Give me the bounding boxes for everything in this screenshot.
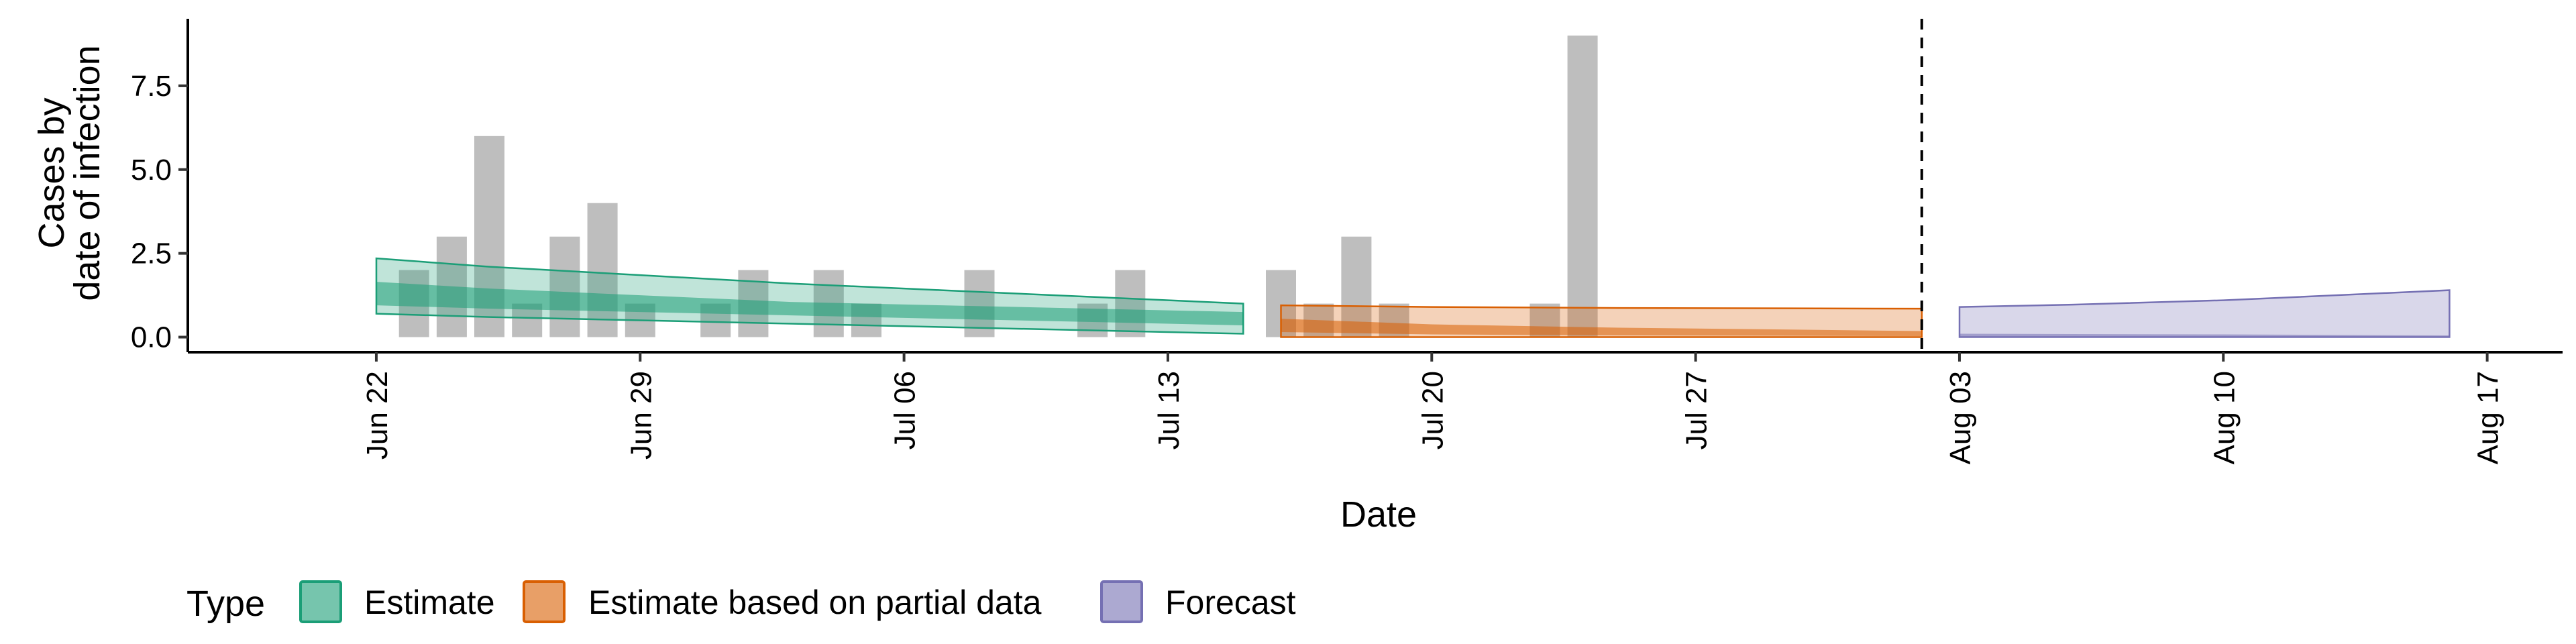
ribbon-inner-estimate (376, 282, 1244, 325)
case-bar-2020-07-18 (1341, 236, 1372, 337)
case-bar-2020-06-28 (587, 203, 618, 337)
case-bar-2020-07-08 (964, 270, 995, 337)
legend-title: Type (186, 584, 265, 624)
x-tick-label-4: Jul 20 (1416, 371, 1449, 449)
case-bar-2020-07-12 (1115, 270, 1146, 337)
ribbon-inner-estimate-based-on-partial-data (1281, 319, 1922, 336)
y-tick-label-0: 0.0 (131, 321, 172, 354)
x-axis-title: Date (1340, 494, 1417, 535)
y-axis-title-line-2-text: date of infection (67, 45, 107, 301)
chart-axes (186, 19, 2563, 354)
y-tick-label-3: 7.5 (131, 70, 172, 103)
ribbon-inner-forecast (1960, 333, 2450, 337)
y-axis-title-group: Cases by date of infection (32, 45, 107, 301)
legend-key-partial (523, 580, 566, 623)
x-tick-label-5: Jul 27 (1680, 371, 1713, 449)
x-tick-label-0: Jun 22 (361, 371, 394, 460)
legend-label-partial: Estimate based on partial data (588, 584, 1042, 621)
legend-key-estimate (299, 580, 342, 623)
x-tick-label-6: Aug 03 (1944, 371, 1977, 464)
chart-ticks: 0.0 2.5 5.0 7.5 Jun 22 Jun 29 Jul 06 Jul 13 Jul … (131, 70, 2505, 465)
legend-label-forecast: Forecast (1165, 584, 1296, 621)
x-tick-label-7: Aug 10 (2208, 371, 2241, 464)
y-tick-label-2: 5.0 (131, 154, 172, 186)
legend-label-estimate: Estimate (364, 584, 495, 621)
ribbon-outer-forecast (1958, 289, 2451, 338)
x-tick-label-3: Jul 13 (1152, 371, 1185, 449)
y-axis-title-line-1-text: Cases by (32, 97, 72, 248)
legend: Type Estimate Estimate based on partial … (186, 580, 1296, 624)
x-tick-label-2: Jul 06 (889, 371, 922, 449)
x-tick-label-8: Aug 17 (2472, 371, 2505, 464)
chart-marks (375, 19, 2451, 352)
x-tick-label-1: Jun 29 (625, 371, 657, 460)
legend-key-forecast (1100, 580, 1143, 623)
case-bar-2020-06-27 (549, 236, 580, 337)
case-bar-2020-07-24 (1567, 36, 1598, 337)
y-tick-label-1: 2.5 (131, 237, 172, 270)
